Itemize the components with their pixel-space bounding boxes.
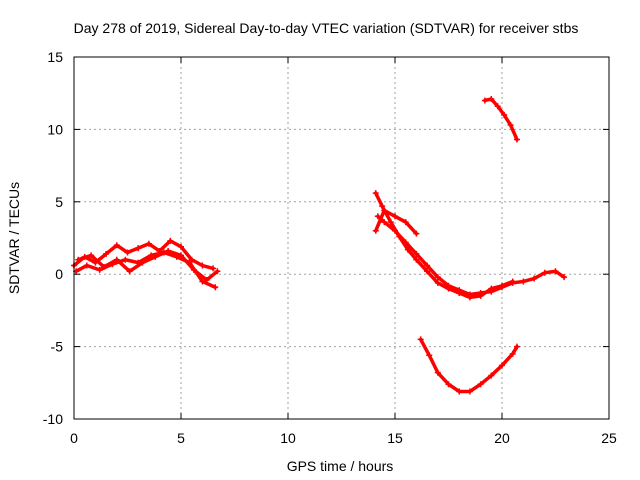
x-tick-label: 15 (387, 430, 403, 446)
y-tick-label: 10 (47, 121, 63, 137)
data-point (392, 213, 398, 220)
data-point (203, 276, 210, 283)
data-point (178, 243, 184, 250)
y-axis-label: SDTVAR / TECUs (6, 182, 22, 294)
plot-frame (73, 56, 610, 420)
data-point (212, 284, 219, 291)
data-point (509, 278, 516, 285)
data-point (561, 274, 568, 281)
y-tick-label: 5 (55, 194, 63, 210)
y-tick-label: -5 (51, 339, 64, 355)
data-point (488, 285, 495, 292)
x-tick-label: 5 (177, 430, 185, 446)
series-track-d (376, 214, 566, 297)
x-tick-label: 0 (70, 430, 78, 446)
data-point (199, 262, 206, 269)
data-point (113, 256, 120, 263)
data-point (499, 362, 505, 369)
data-point (387, 219, 394, 226)
data-point (520, 278, 527, 285)
grid (74, 57, 609, 419)
x-tick-label: 20 (494, 430, 510, 446)
data-point (424, 268, 431, 275)
data-point (178, 252, 184, 259)
data-point (122, 256, 129, 263)
data-point (152, 253, 159, 260)
data-point (445, 381, 452, 388)
y-tick-label: 0 (55, 266, 63, 282)
data-point (381, 207, 388, 214)
data-point (488, 95, 495, 102)
data-point (124, 249, 131, 256)
data-point (494, 103, 501, 110)
data-point (379, 203, 386, 210)
data-point (413, 256, 420, 263)
data-point (509, 350, 516, 357)
data-point (372, 227, 379, 234)
data-point (167, 237, 174, 244)
data-point (103, 250, 110, 257)
data-point (466, 388, 473, 395)
data-point (381, 219, 388, 226)
data-point (434, 279, 441, 286)
data-point (552, 268, 559, 275)
data-point (210, 265, 217, 272)
data-point (190, 266, 197, 273)
data-point (396, 233, 403, 240)
data-point (374, 213, 381, 220)
data-point (165, 248, 172, 255)
data-point (402, 219, 409, 226)
data-point (126, 268, 133, 275)
data-point (413, 230, 420, 237)
data-point (100, 263, 107, 270)
data-point (96, 266, 103, 273)
data-point (456, 388, 463, 395)
data-point (488, 372, 495, 379)
data-point (434, 274, 441, 281)
data-point (214, 268, 221, 275)
data-point (531, 275, 538, 282)
data-series (71, 95, 568, 395)
data-point (481, 97, 488, 104)
data-point (199, 278, 206, 285)
series-track-c (76, 249, 220, 282)
data-point (88, 252, 95, 259)
data-point (434, 369, 441, 376)
data-point (477, 292, 484, 299)
data-point (513, 343, 520, 350)
data-point (372, 190, 379, 197)
data-point (413, 250, 420, 257)
data-point (466, 294, 473, 301)
data-point (83, 262, 90, 269)
ticks: 0 5 10 15 20 25 -10 -5 0 5 10 15 (43, 49, 617, 446)
data-point (541, 269, 548, 276)
data-point (139, 259, 146, 266)
y-tick-label: -10 (43, 411, 63, 427)
data-point (477, 381, 484, 388)
data-point (75, 256, 82, 263)
data-point (424, 262, 431, 269)
data-point (456, 290, 463, 297)
data-point (445, 285, 452, 292)
data-point (404, 246, 411, 253)
x-tick-label: 10 (280, 430, 296, 446)
data-point (501, 111, 508, 118)
data-point (513, 136, 520, 143)
series-track-h (483, 97, 519, 142)
y-tick-label: 15 (47, 49, 63, 65)
data-point (113, 242, 120, 249)
chart-title: Day 278 of 2019, Sidereal Day-to-day VTE… (74, 20, 579, 36)
data-point (499, 282, 505, 289)
data-point (135, 245, 142, 252)
data-point (145, 240, 152, 247)
x-axis-label: GPS time / hours (287, 458, 394, 474)
data-point (507, 122, 514, 129)
data-point (426, 352, 433, 359)
data-point (417, 336, 424, 343)
x-tick-label: 25 (601, 430, 617, 446)
